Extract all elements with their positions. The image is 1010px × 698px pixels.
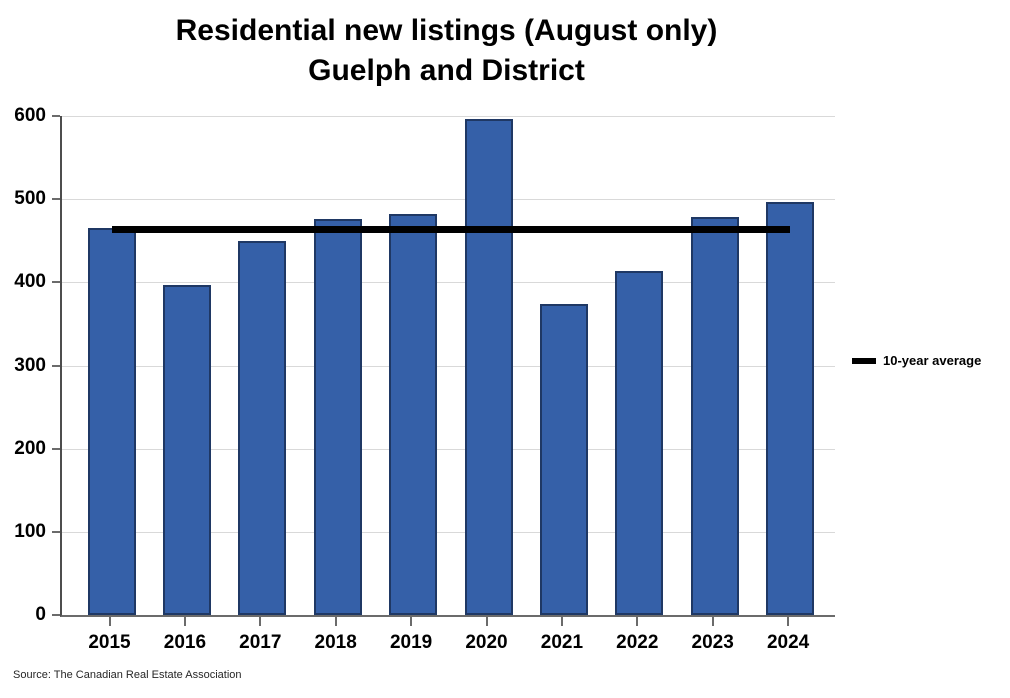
- x-tick-mark-2017: [259, 617, 262, 626]
- gridline-100: [62, 531, 835, 533]
- x-tick-label-2022: 2022: [616, 632, 659, 653]
- x-tick-label-2020: 2020: [465, 632, 508, 653]
- bar-2019: [389, 214, 438, 615]
- y-tick-mark-500: [52, 198, 60, 201]
- y-tick-mark-300: [52, 364, 60, 367]
- bar-2016: [162, 284, 211, 615]
- x-tick-label-2024: 2024: [766, 632, 810, 653]
- average-line-legend-swatch-icon: [852, 357, 876, 364]
- y-tick-mark-100: [52, 530, 60, 533]
- x-tick-mark-2020: [485, 617, 488, 626]
- x-tick-label-2018: 2018: [314, 632, 357, 653]
- legend: 10-year average: [852, 353, 981, 368]
- x-tick-label-2019: 2019: [389, 632, 433, 653]
- y-tick-mark-0: [52, 614, 60, 616]
- x-tick-label-2023: 2023: [691, 632, 734, 653]
- x-tick-mark-2015: [108, 617, 111, 626]
- x-tick-mark-2018: [334, 617, 337, 626]
- average-line: [111, 226, 791, 234]
- y-tick-label-300: 300: [14, 354, 46, 376]
- bar-2017: [238, 240, 287, 615]
- x-tick-mark-2023: [711, 617, 714, 626]
- x-tick-label-2021: 2021: [540, 632, 584, 653]
- gridline-500: [62, 199, 835, 201]
- x-tick-mark-2024: [787, 617, 790, 626]
- x-tick-mark-2021: [560, 617, 563, 626]
- y-tick-label-600: 600: [14, 105, 46, 126]
- bar-2015: [87, 228, 136, 615]
- y-tick-label-400: 400: [14, 271, 46, 293]
- y-tick-label-500: 500: [14, 188, 46, 210]
- bar-2024: [766, 201, 815, 615]
- x-tick-label-2016: 2016: [163, 632, 207, 653]
- y-tick-mark-200: [52, 447, 60, 450]
- x-tick-label-2015: 2015: [88, 632, 131, 653]
- y-tick-label-100: 100: [14, 520, 46, 542]
- source-note: Source: The Canadian Real Estate Associa…: [13, 669, 242, 681]
- bar-2022: [615, 270, 664, 615]
- y-tick-mark-400: [52, 281, 60, 284]
- bar-2021: [539, 303, 588, 615]
- gridline-400: [62, 282, 835, 284]
- y-tick-label-200: 200: [14, 437, 46, 459]
- gridline-200: [62, 448, 835, 450]
- x-tick-mark-2019: [410, 617, 413, 626]
- plot-area: [60, 116, 835, 617]
- legend-label: 10-year average: [883, 353, 982, 368]
- bar-2023: [690, 217, 739, 615]
- x-tick-mark-2016: [183, 617, 186, 626]
- chart-title-line1: Residential new listings (August only): [175, 14, 718, 47]
- x-tick-mark-2022: [636, 617, 639, 626]
- bar-2020: [464, 118, 513, 615]
- chart-title-line2: Guelph and District: [308, 54, 585, 87]
- y-tick-label-0: 0: [35, 604, 46, 625]
- x-tick-label-2017: 2017: [239, 632, 282, 653]
- y-tick-mark-600: [52, 115, 60, 117]
- gridline-300: [62, 365, 835, 367]
- gridline-600: [62, 116, 835, 117]
- bar-2018: [313, 219, 362, 615]
